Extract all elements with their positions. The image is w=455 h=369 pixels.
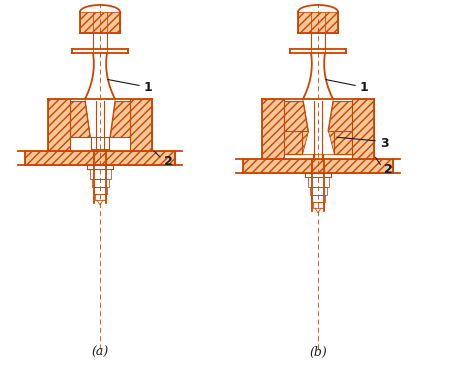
Text: (b): (b): [309, 346, 327, 359]
Bar: [311, 195, 325, 202]
Polygon shape: [110, 101, 130, 137]
Text: 3: 3: [380, 137, 389, 149]
Bar: [93, 187, 107, 194]
Bar: [308, 177, 329, 187]
Polygon shape: [298, 12, 338, 33]
Bar: [313, 202, 324, 208]
Bar: [95, 194, 106, 200]
Polygon shape: [328, 131, 352, 154]
Text: (a): (a): [91, 346, 109, 359]
Text: 2: 2: [384, 162, 393, 176]
Polygon shape: [284, 131, 308, 154]
Polygon shape: [70, 101, 90, 137]
Bar: [310, 187, 327, 195]
Polygon shape: [328, 101, 352, 131]
Polygon shape: [262, 99, 284, 159]
Bar: [90, 169, 111, 179]
Polygon shape: [243, 159, 393, 173]
Polygon shape: [130, 99, 152, 151]
Bar: [92, 179, 109, 187]
Polygon shape: [284, 101, 308, 131]
Polygon shape: [80, 12, 120, 33]
Polygon shape: [352, 99, 374, 159]
Polygon shape: [25, 151, 175, 165]
Polygon shape: [48, 99, 70, 151]
Text: 1: 1: [360, 80, 369, 93]
Text: 1: 1: [144, 80, 153, 93]
Text: 2: 2: [164, 155, 173, 168]
